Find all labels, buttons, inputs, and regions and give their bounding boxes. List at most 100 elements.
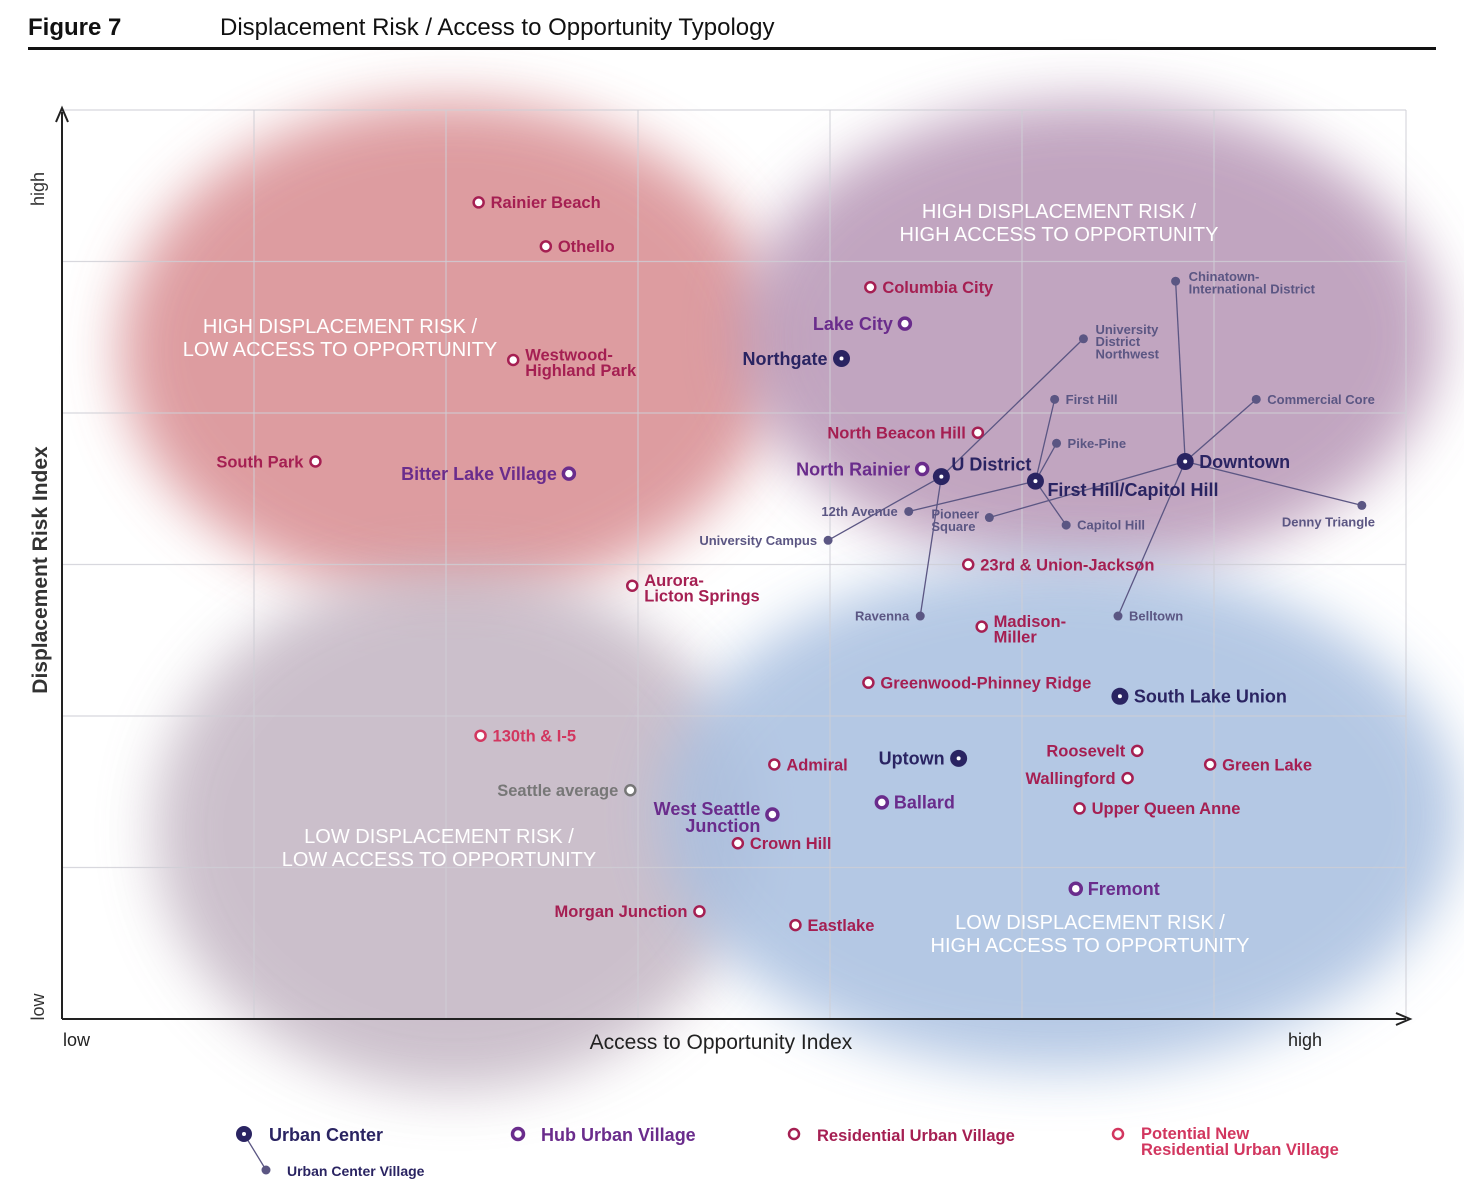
connector-line [940, 338, 1084, 478]
point-label: Westwood-Highland Park [525, 346, 637, 380]
point-label: South Park [216, 453, 304, 471]
urban-center-marker-dot [1117, 694, 1122, 699]
x-axis-arrow [1395, 1012, 1413, 1026]
x-tick-low: low [63, 1030, 91, 1050]
urban-center-village-marker [1113, 611, 1123, 621]
quadrant-label-low_risk_high_access: LOW DISPLACEMENT RISK / HIGH ACCESS TO OP… [931, 912, 1250, 957]
urban-center-marker-dot [839, 356, 844, 361]
point-label: West Seattle Junction [654, 799, 761, 836]
figure-number: Figure 7 [28, 14, 122, 41]
point-label: University Campus [699, 533, 817, 548]
legend-residential-label: Residential Urban Village [817, 1127, 1015, 1145]
point-label: Othello [558, 238, 615, 256]
urban-center-village-marker [984, 513, 994, 523]
connector-line [908, 480, 1036, 513]
hub-urban-village-marker [561, 466, 577, 481]
hub-urban-village-marker [874, 795, 890, 810]
legend-urban-center-label: Urban Center [269, 1125, 383, 1145]
y-tick-high: high [28, 172, 48, 206]
point-label: Ballard [894, 793, 955, 813]
hub-urban-village-marker [765, 807, 780, 822]
connector-line [827, 476, 942, 541]
hub-urban-village-marker [1068, 881, 1084, 896]
urban-center-marker-dot [1183, 459, 1188, 464]
quadrant-low_risk_low_access [155, 570, 755, 1090]
urban-center-village-marker [823, 535, 833, 545]
point-label: Pioneer Square [931, 507, 979, 534]
point-label: Commercial Core [1267, 392, 1375, 407]
residential-urban-village-marker [971, 426, 985, 439]
point-label: Pike-Pine [1068, 436, 1127, 451]
urban-center-village-marker [1357, 500, 1367, 510]
urban-center-village-marker [1078, 334, 1088, 344]
point-label: Madison-Miller [994, 613, 1066, 647]
title-rule [28, 47, 1436, 50]
x-axis-label: Access to Opportunity Index [590, 1031, 853, 1054]
legend-potential-label: Potential New Residential Urban Village [1141, 1125, 1339, 1159]
potential-new-residential-urban-village-marker [474, 729, 487, 742]
residential-urban-village-marker [789, 918, 802, 932]
point-label: Downtown [1199, 452, 1290, 472]
residential-urban-village-marker [1121, 771, 1134, 785]
residential-urban-village-marker [506, 353, 520, 367]
legend-hub-marker [510, 1126, 526, 1142]
point-label: Bitter Lake Village [401, 464, 557, 484]
x-tick-high: high [1288, 1030, 1322, 1050]
quadrant-label-high_risk_high_access: HIGH DISPLACEMENT RISK / HIGH ACCESS TO O… [900, 201, 1219, 246]
point-label: Columbia City [882, 279, 994, 297]
residential-urban-village-marker [693, 905, 706, 918]
urban-center-marker-dot [939, 474, 944, 479]
point-label: Wallingford [1025, 770, 1115, 788]
quadrant-label-high_risk_low_access: HIGH DISPLACEMENT RISK / LOW ACCESS TO OP… [183, 316, 498, 361]
point-label: Lake City [813, 314, 893, 334]
y-axis-arrow [55, 105, 69, 123]
quadrant-high_risk_low_access [120, 100, 780, 600]
urban-center-village-marker [1171, 276, 1181, 286]
residential-urban-village-marker [472, 196, 485, 209]
point-label: South Lake Union [1134, 687, 1287, 707]
residential-urban-village-marker [768, 758, 781, 771]
point-label: Chinatown-International District [1189, 269, 1316, 296]
urban-center-village-marker [1061, 520, 1071, 530]
urban-center-village-marker [1052, 438, 1062, 448]
residential-urban-village-marker [1073, 802, 1086, 815]
point-label: North Beacon Hill [827, 424, 965, 442]
point-label: Seattle average [497, 782, 618, 800]
residential-urban-village-marker [731, 837, 745, 850]
point-label: Green Lake [1222, 756, 1312, 774]
connector-line [1034, 399, 1056, 482]
connector-line [1034, 480, 1067, 526]
point-label: Aurora-Licton Springs [644, 572, 760, 606]
legend-residential-marker [787, 1127, 801, 1141]
point-label: Capitol Hill [1077, 518, 1145, 533]
hub-urban-village-marker [897, 316, 913, 331]
residential-urban-village-marker [975, 620, 988, 633]
residential-urban-village-marker [1130, 744, 1144, 758]
connector-line [1174, 281, 1186, 462]
point-label: Ravenna [855, 609, 910, 624]
legend-urban-center-village-marker [261, 1165, 271, 1175]
connector-line [1185, 460, 1362, 507]
point-label: Roosevelt [1046, 743, 1125, 761]
point-label: Morgan Junction [555, 903, 688, 921]
residential-urban-village-marker [1203, 758, 1217, 771]
point-label: 23rd & Union-Jackson [980, 556, 1154, 574]
urban-center-village-marker [915, 611, 925, 621]
residential-urban-village-marker [625, 579, 639, 592]
point-label: Uptown [879, 749, 945, 769]
quadrant-high_risk_high_access [740, 100, 1440, 570]
hub-urban-village-marker [914, 461, 930, 477]
residential-urban-village-marker [539, 240, 553, 253]
legend-hub-label: Hub Urban Village [541, 1125, 696, 1145]
point-label: 130th & I-5 [493, 727, 576, 745]
residential-urban-village-marker [862, 676, 875, 689]
connector-line [1184, 398, 1257, 462]
y-axis-label: Displacement Risk Index [29, 446, 52, 694]
point-label: Upper Queen Anne [1092, 800, 1241, 818]
residential-urban-village-marker [864, 281, 877, 294]
urban-center-village-marker [1251, 394, 1261, 404]
point-label: Eastlake [807, 917, 874, 935]
connector-line [1117, 461, 1186, 617]
